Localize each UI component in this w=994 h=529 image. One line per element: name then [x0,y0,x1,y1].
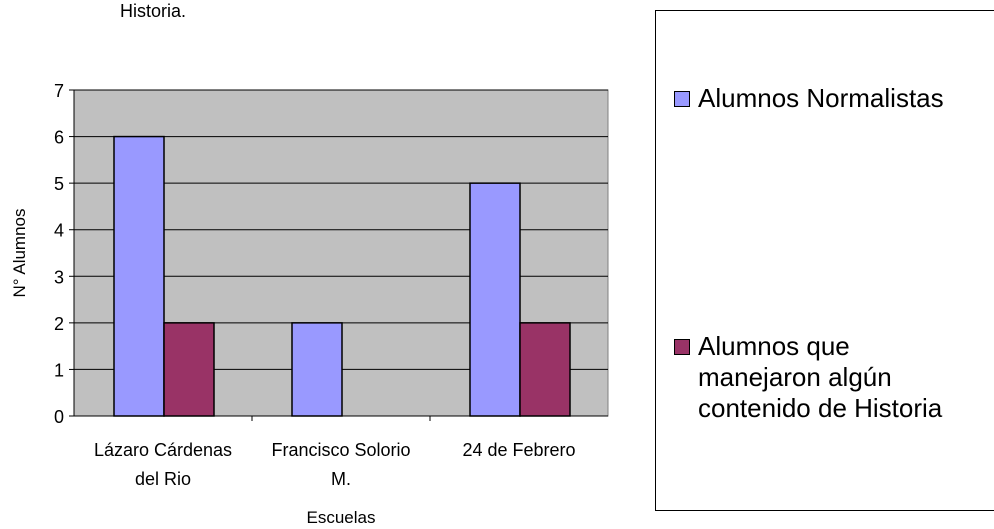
x-axis: Lázaro Cárdenas del Rio Francisco Solorio M… [74,415,608,489]
legend-item-historia: Alumnos que manejaron algún contenido de… [674,331,942,424]
y-tick-label: 4 [54,221,64,241]
legend-label-normalistas: Alumnos Normalistas [698,83,944,113]
y-tick-label: 2 [54,314,64,334]
bar-historia [163,322,215,417]
legend: Alumnos Normalistas Alumnos que manejaro… [655,10,994,511]
legend-label-historia: Alumnos que manejaron algún contenido de… [698,331,943,423]
partial-caption-text: Historia. [120,1,187,21]
x-tick-label: Francisco Solorio [271,440,410,460]
legend-swatch-normalistas [674,91,690,107]
bar-historia [519,322,571,417]
y-tick-label: 0 [54,407,64,427]
y-tick-label: 7 [54,81,64,101]
y-axis-label: N° Alumnos [10,208,29,297]
x-tick-label: 24 de Febrero [462,440,575,460]
x-tick-label: Lázaro Cárdenas [94,440,232,460]
bar-normalistas [291,322,343,417]
legend-item-normalistas: Alumnos Normalistas [674,83,944,114]
bar-normalistas [469,182,521,417]
x-tick-label: M. [331,469,351,489]
legend-swatch-historia [674,339,690,355]
x-axis-label: Escuelas [307,508,376,527]
y-tick-label: 1 [54,360,64,380]
bar-normalistas [113,135,165,417]
y-tick-label: 5 [54,174,64,194]
y-tick-label: 3 [54,267,64,287]
bars-group [113,135,571,417]
y-axis: 0 1 2 3 4 5 6 7 [54,81,75,427]
y-tick-label: 6 [54,128,64,148]
x-tick-label: del Rio [135,469,191,489]
